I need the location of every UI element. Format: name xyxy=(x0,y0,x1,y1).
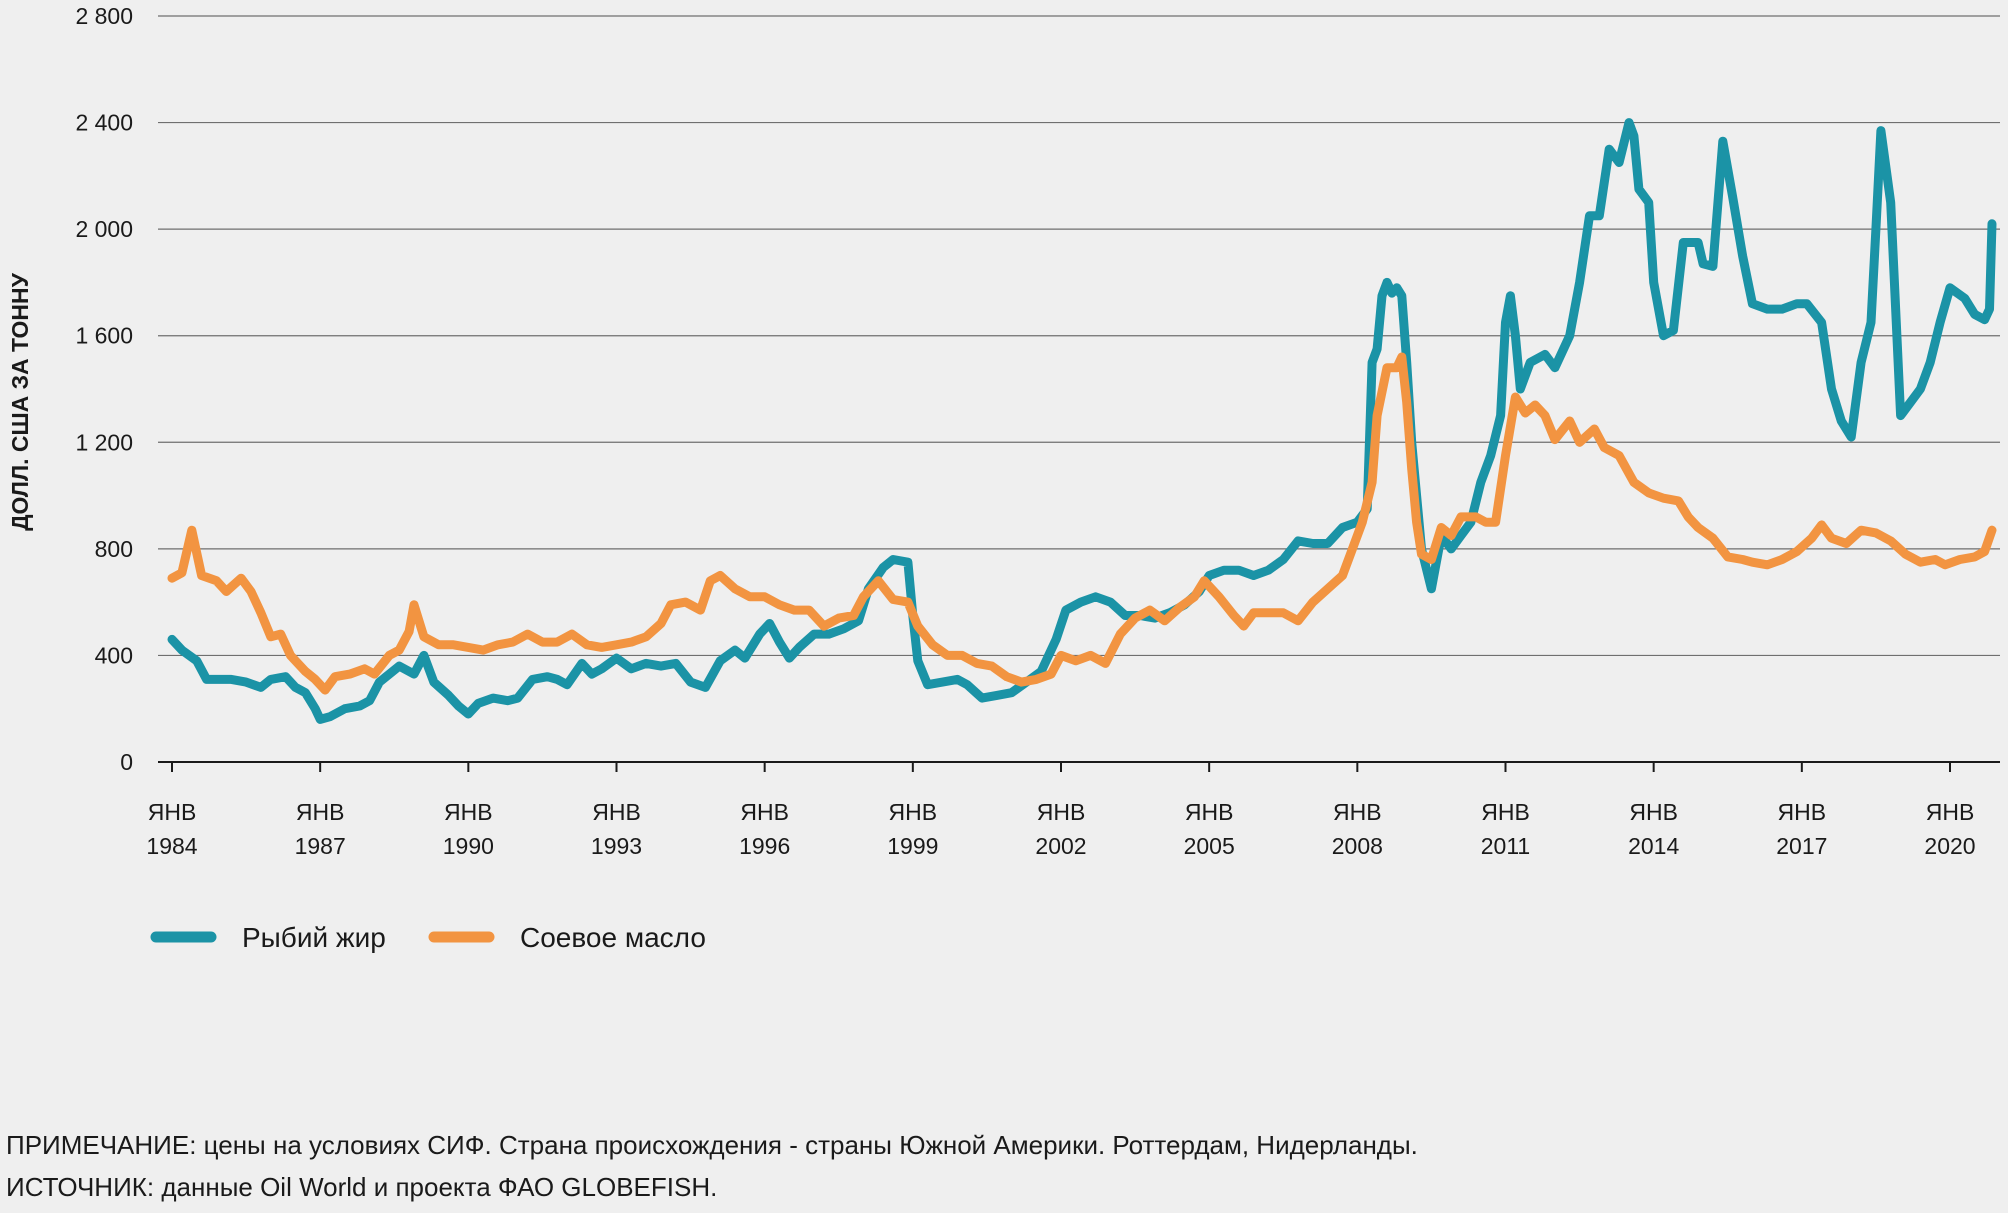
legend-label: Рыбий жир xyxy=(242,922,386,953)
series-line-fish-oil xyxy=(167,118,1997,724)
x-tick-label-month: ЯНВ xyxy=(444,799,493,825)
y-tick-label: 1 600 xyxy=(75,323,133,349)
x-tick-label-year: 1990 xyxy=(443,833,494,859)
x-tick-label-year: 1996 xyxy=(739,833,790,859)
x-tick-label-year: 1999 xyxy=(887,833,938,859)
x-axis-ticks: ЯНВ 1984 ЯНВ 1987 ЯНВ 1990 ЯНВ 1993 ЯНВ 1996 ЯНВ 19… xyxy=(146,762,1976,859)
x-tick-label-year: 2005 xyxy=(1184,833,1235,859)
y-tick-label: 2 400 xyxy=(75,110,133,136)
x-tick-label-year: 2011 xyxy=(1481,833,1530,859)
x-tick-label-year: 1993 xyxy=(591,833,642,859)
x-tick-label-month: ЯНВ xyxy=(1629,799,1678,825)
gridlines xyxy=(158,15,2000,657)
legend: Рыбий жир Соевое масло xyxy=(150,922,706,953)
x-tick-label-month: ЯНВ xyxy=(1778,799,1827,825)
x-tick-label-month: ЯНВ xyxy=(1185,799,1234,825)
x-tick-label-month: ЯНВ xyxy=(148,799,197,825)
x-tick-label-month: ЯНВ xyxy=(296,799,345,825)
y-tick-label: 400 xyxy=(95,642,133,668)
x-tick-label-year: 2008 xyxy=(1332,833,1383,859)
x-tick-label-month: ЯНВ xyxy=(1926,799,1975,825)
x-tick-label-month: ЯНВ xyxy=(889,799,938,825)
y-tick-label: 2 800 xyxy=(75,3,133,29)
x-tick-label-month: ЯНВ xyxy=(592,799,641,825)
x-tick-label-month: ЯНВ xyxy=(740,799,789,825)
x-tick-label-year: 2017 xyxy=(1776,833,1827,859)
y-axis-ticks: 0 400 800 1 200 1 600 2 000 2 400 2 800 xyxy=(75,3,133,775)
note-text: ПРИМЕЧАНИЕ: цены на условиях СИФ. Страна… xyxy=(6,1130,1418,1160)
y-tick-label: 0 xyxy=(120,749,133,775)
notes-block: ПРИМЕЧАНИЕ: цены на условиях СИФ. Страна… xyxy=(6,1124,1418,1208)
y-axis-label: ДОЛЛ. США ЗА ТОННУ xyxy=(7,272,33,530)
x-tick-label-year: 1984 xyxy=(146,833,197,859)
x-tick-label-month: ЯНВ xyxy=(1481,799,1530,825)
series-lines xyxy=(167,118,1997,724)
y-tick-label: 800 xyxy=(95,536,133,562)
y-tick-label: 1 200 xyxy=(75,429,133,455)
source-text: ИСТОЧНИК: данные Oil World и проекта ФАО… xyxy=(6,1172,718,1202)
x-tick-label-year: 2020 xyxy=(1924,833,1975,859)
x-tick-label-month: ЯНВ xyxy=(1333,799,1382,825)
y-tick-label: 2 000 xyxy=(75,216,133,242)
x-tick-label-month: ЯНВ xyxy=(1037,799,1086,825)
series-line-soybean-oil xyxy=(167,352,1997,695)
x-tick-label-year: 2014 xyxy=(1628,833,1679,859)
legend-label: Соевое масло xyxy=(520,922,706,953)
x-tick-label-year: 2002 xyxy=(1035,833,1086,859)
x-tick-label-year: 1987 xyxy=(295,833,346,859)
